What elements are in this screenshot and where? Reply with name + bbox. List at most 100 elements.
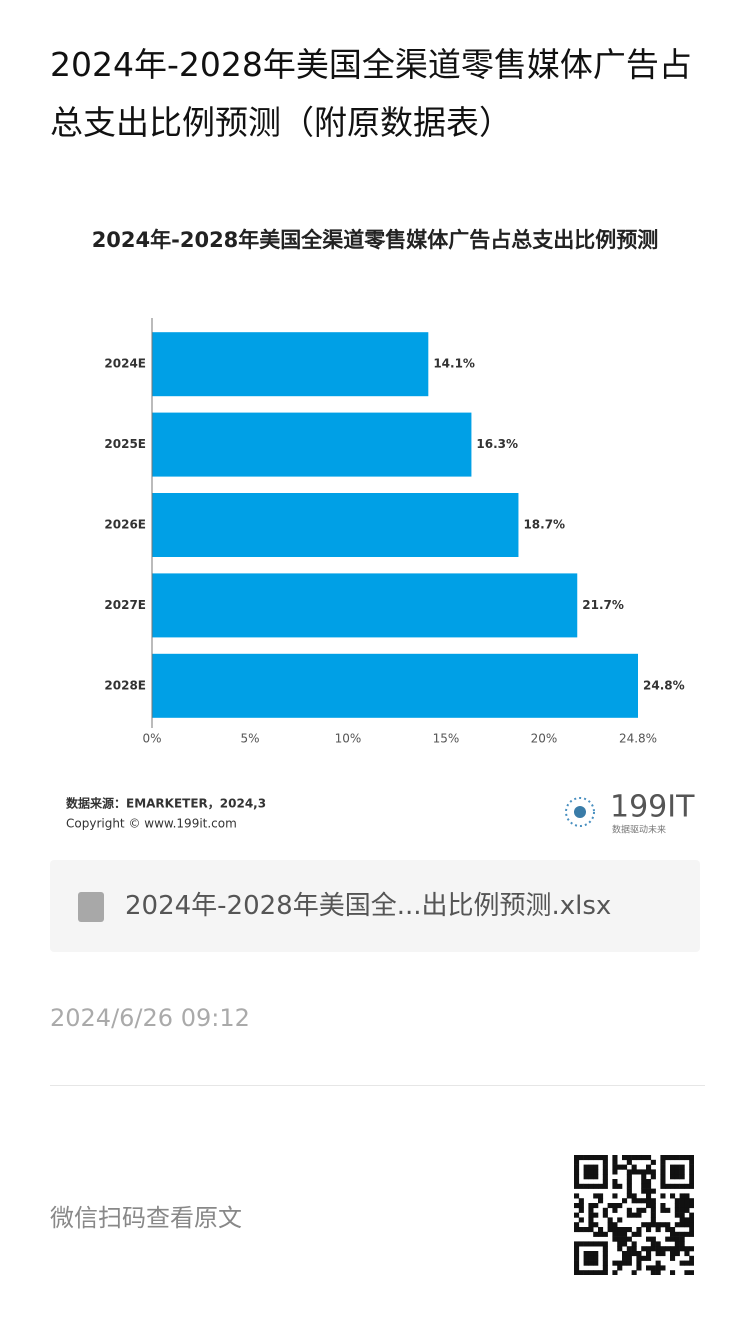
qr-module [670, 1193, 676, 1199]
qr-module [646, 1188, 652, 1194]
qr-module [612, 1203, 618, 1209]
qr-module [689, 1164, 694, 1170]
qr-module [602, 1251, 608, 1257]
qr-module [655, 1270, 661, 1275]
qr-module [626, 1227, 632, 1233]
qr-module [646, 1251, 652, 1257]
qr-module [641, 1198, 647, 1204]
qr-module [684, 1222, 690, 1228]
chart: 2024年-2028年美国全渠道零售媒体广告占总支出比例预测 数据来源：EMAR… [66, 228, 695, 836]
qr-module [583, 1241, 589, 1247]
attachment[interactable]: 2024年-2028年美国全...出比例预测.xlsx [50, 860, 700, 952]
qr-module [674, 1241, 680, 1247]
qr-module [660, 1159, 666, 1165]
qr-module [660, 1203, 666, 1209]
qr-module [679, 1241, 685, 1247]
qr-module [574, 1155, 580, 1161]
qr-module [626, 1236, 632, 1242]
qr-module [574, 1183, 580, 1189]
x-tick-label: 20% [531, 732, 558, 746]
qr-module [593, 1155, 599, 1161]
qr-module [646, 1246, 652, 1252]
qr-module [574, 1246, 580, 1252]
x-tick-label: 24.8% [619, 732, 657, 746]
qr-module [574, 1169, 580, 1175]
qr-module [674, 1183, 680, 1189]
logo-icon [565, 797, 595, 827]
qr-module [588, 1212, 594, 1218]
qr-module [593, 1174, 599, 1180]
qr-module [674, 1164, 680, 1170]
data-label: 24.8% [643, 678, 685, 692]
qr-module [689, 1169, 694, 1175]
qr-module [650, 1265, 656, 1271]
qr-module [679, 1193, 685, 1199]
qr-module [689, 1155, 694, 1161]
qr-module [598, 1241, 604, 1247]
qr-module [583, 1183, 589, 1189]
qr-module [583, 1174, 589, 1180]
qr-module [650, 1159, 656, 1165]
qr-module [588, 1155, 594, 1161]
qr-module [674, 1198, 680, 1204]
qr-module [670, 1155, 676, 1161]
qr-module [574, 1203, 580, 1209]
logo-slogan: 数据驱动未来 [612, 824, 666, 836]
x-tick-label: 5% [240, 732, 259, 746]
qr-module [689, 1212, 694, 1218]
qr-module [650, 1217, 656, 1223]
qr-module [674, 1212, 680, 1218]
qr-module [689, 1174, 694, 1180]
qr-module [679, 1183, 685, 1189]
logo: 199IT [610, 790, 695, 825]
x-tick-label: 0% [142, 732, 161, 746]
qr-module [670, 1246, 676, 1252]
qr-module [679, 1231, 685, 1237]
file-name[interactable]: 2024年-2028年美国全...出比例预测.xlsx [125, 891, 612, 921]
qr-module [593, 1260, 599, 1266]
qr-module [646, 1203, 652, 1209]
qr-code[interactable] [574, 1155, 694, 1275]
bar [152, 412, 472, 477]
qr-module [607, 1222, 613, 1228]
qr-module [655, 1246, 661, 1252]
qr-module [631, 1270, 637, 1275]
qr-module [593, 1222, 599, 1228]
qr-module [689, 1217, 694, 1223]
qr-module [646, 1236, 652, 1242]
qr-module [612, 1207, 618, 1213]
qr-module [578, 1270, 584, 1275]
qr-module [670, 1270, 676, 1275]
source: 数据来源：EMARKETER，2024,3 [66, 796, 266, 811]
qr-module [646, 1169, 652, 1175]
qr-module [670, 1174, 676, 1180]
qr-module [602, 1260, 608, 1266]
qr-module [583, 1169, 589, 1175]
qr-module [574, 1255, 580, 1261]
qr-module [646, 1255, 652, 1261]
scan-text: 微信扫码查看原文 [50, 1204, 242, 1232]
qr-module [626, 1246, 632, 1252]
qr-module [622, 1251, 628, 1257]
qr-module [665, 1155, 671, 1161]
qr-module [631, 1246, 637, 1252]
qr-module [593, 1169, 599, 1175]
qr-module [636, 1255, 642, 1261]
qr-module [689, 1198, 694, 1204]
qr-module [588, 1217, 594, 1223]
qr-module [689, 1270, 694, 1275]
qr-module [674, 1222, 680, 1228]
qr-module [684, 1270, 690, 1275]
qr-module [655, 1241, 661, 1247]
qr-module [602, 1169, 608, 1175]
qr-module [588, 1255, 594, 1261]
data-label: 16.3% [476, 437, 518, 451]
qr-module [626, 1260, 632, 1266]
qr-module [636, 1212, 642, 1218]
qr-module [593, 1241, 599, 1247]
qr-module [588, 1270, 594, 1275]
qr-module [684, 1207, 690, 1213]
qr-module [670, 1169, 676, 1175]
qr-module [593, 1231, 599, 1237]
qr-module [660, 1246, 666, 1252]
